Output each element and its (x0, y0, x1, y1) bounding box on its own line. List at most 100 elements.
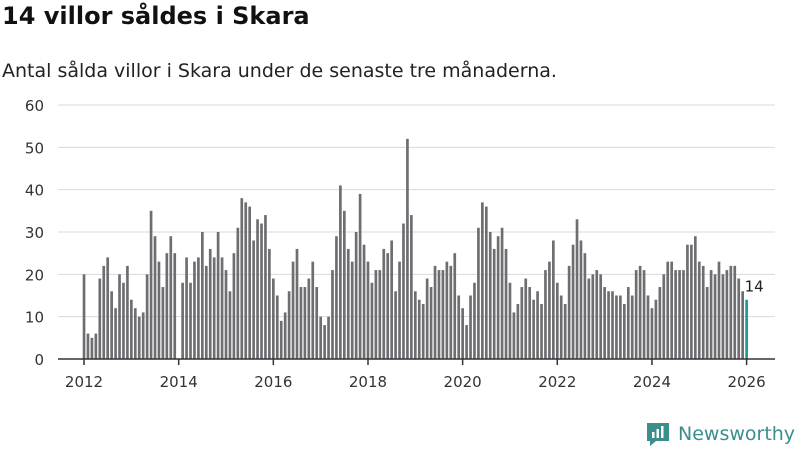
x-tick-label: 2026 (728, 373, 766, 391)
bar (244, 202, 248, 359)
bar (370, 282, 374, 359)
bar (737, 278, 741, 359)
bar (110, 291, 113, 359)
y-tick-label: 60 (25, 97, 44, 115)
bar (473, 282, 476, 359)
bar (410, 215, 413, 359)
bar (358, 193, 362, 359)
bar (236, 227, 240, 359)
bar (729, 265, 733, 359)
bar (536, 291, 539, 359)
bar (465, 325, 468, 359)
bar (398, 261, 401, 359)
bar (686, 244, 689, 359)
bar (307, 278, 311, 359)
bar (153, 236, 157, 359)
bar (303, 287, 307, 359)
x-tick-label: 2022 (538, 373, 576, 391)
bar (275, 295, 279, 359)
bar-latest (745, 299, 748, 359)
bar (354, 232, 358, 359)
bar (149, 210, 153, 359)
bar (413, 291, 417, 359)
bar (402, 223, 405, 359)
bar (512, 312, 516, 359)
bar (532, 299, 535, 359)
bar (626, 287, 630, 359)
bar (299, 287, 303, 359)
bar (366, 261, 370, 359)
bar (429, 287, 433, 359)
bar (201, 232, 204, 359)
bar (272, 278, 275, 359)
bar (335, 236, 338, 359)
bar (327, 316, 330, 359)
bar (145, 274, 149, 359)
bar (248, 206, 252, 359)
bar (94, 333, 98, 359)
bar (508, 282, 512, 359)
bar (122, 282, 125, 359)
x-tick-label: 2014 (160, 373, 198, 391)
bar (595, 270, 599, 359)
bar (654, 299, 658, 359)
bar (567, 265, 571, 359)
bar (362, 244, 366, 359)
bar (232, 253, 236, 359)
bar (646, 295, 650, 359)
chart-subtitle: Antal sålda villor i Skara under de sena… (2, 60, 557, 82)
y-tick-label: 50 (25, 139, 44, 157)
bar (390, 240, 393, 359)
bar (587, 278, 591, 359)
bar (697, 261, 701, 359)
bar (323, 325, 326, 359)
bar (169, 236, 173, 359)
bar (141, 312, 145, 359)
bar (520, 287, 524, 359)
bar (571, 244, 575, 359)
bar (319, 316, 322, 359)
bar (406, 138, 409, 359)
bar (315, 287, 319, 359)
bar (540, 303, 543, 359)
bar (705, 287, 709, 359)
bar (678, 270, 681, 359)
bar (102, 265, 106, 359)
bar (607, 291, 610, 359)
bar (382, 248, 386, 359)
bar (126, 265, 129, 359)
x-tick-label: 2024 (633, 373, 671, 391)
bar (611, 291, 614, 359)
bar (548, 261, 551, 359)
bar (575, 219, 579, 359)
bar (133, 308, 137, 359)
bar (481, 202, 484, 359)
bar (634, 270, 638, 359)
bar (701, 265, 705, 359)
bar (268, 248, 271, 359)
bar (500, 227, 504, 359)
bar (394, 291, 397, 359)
bar (583, 253, 587, 359)
newsworthy-logo: Newsworthy (644, 420, 795, 448)
bar (260, 223, 263, 359)
brand-name: Newsworthy (678, 423, 796, 445)
bar (552, 240, 555, 359)
bar (674, 270, 677, 359)
bar (220, 257, 224, 359)
bar (524, 278, 528, 359)
bar (82, 274, 86, 359)
bar (555, 282, 559, 359)
bar (208, 248, 212, 359)
bar (98, 278, 102, 359)
y-tick-label: 40 (25, 182, 44, 200)
bar (339, 185, 342, 359)
bar (287, 291, 291, 359)
bar (599, 274, 603, 359)
bar (693, 236, 697, 359)
bar (682, 270, 685, 359)
y-tick-label: 20 (25, 266, 44, 284)
bar (185, 257, 188, 359)
bar (197, 257, 200, 359)
latest-value-label: 14 (745, 278, 764, 296)
